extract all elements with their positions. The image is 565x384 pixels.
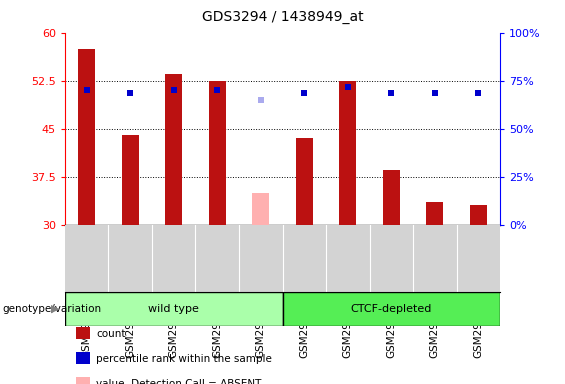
Text: genotype/variation: genotype/variation bbox=[3, 304, 102, 314]
Text: CTCF-depleted: CTCF-depleted bbox=[350, 304, 432, 314]
Text: wild type: wild type bbox=[148, 304, 199, 314]
Text: GDS3294 / 1438949_at: GDS3294 / 1438949_at bbox=[202, 10, 363, 23]
Bar bbox=[121, 135, 139, 225]
Bar bbox=[470, 205, 487, 225]
Bar bbox=[165, 74, 182, 225]
Bar bbox=[252, 193, 270, 225]
Bar bbox=[426, 202, 444, 225]
Bar bbox=[339, 81, 357, 225]
Bar bbox=[208, 81, 226, 225]
Bar bbox=[295, 138, 313, 225]
Bar bbox=[65, 292, 282, 326]
Text: count: count bbox=[96, 329, 125, 339]
Bar bbox=[383, 170, 400, 225]
Bar bbox=[282, 292, 500, 326]
Bar bbox=[78, 49, 95, 225]
Text: value, Detection Call = ABSENT: value, Detection Call = ABSENT bbox=[96, 379, 262, 384]
Text: percentile rank within the sample: percentile rank within the sample bbox=[96, 354, 272, 364]
Text: ▶: ▶ bbox=[51, 304, 59, 314]
